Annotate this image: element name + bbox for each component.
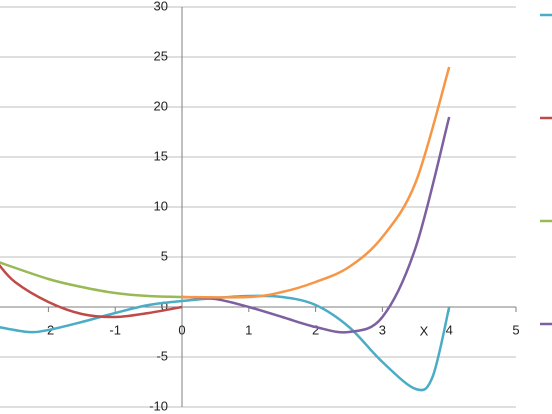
x-tick-label: 4 bbox=[446, 322, 453, 337]
x-tick-label: 3 bbox=[379, 322, 386, 337]
x-axis-title: X bbox=[420, 323, 429, 338]
series-line bbox=[0, 264, 183, 319]
x-tick-label: 5 bbox=[512, 322, 519, 337]
y-tick-label: 5 bbox=[161, 248, 168, 263]
y-tick-label: 0 bbox=[161, 298, 168, 313]
x-tick-label: -1 bbox=[109, 322, 121, 337]
series-line bbox=[181, 66, 451, 299]
y-tick-label: 15 bbox=[154, 148, 168, 163]
y-tick-label: 10 bbox=[154, 198, 168, 213]
x-tick-label: 1 bbox=[245, 322, 252, 337]
x-tick-label: 2 bbox=[312, 322, 319, 337]
y-tick-label: 30 bbox=[154, 0, 168, 13]
y-tick-label: -10 bbox=[149, 398, 168, 413]
y-tick-label: -5 bbox=[156, 348, 168, 363]
y-tick-label: 25 bbox=[154, 48, 168, 63]
y-tick-label: 20 bbox=[154, 98, 168, 113]
series-line bbox=[0, 261, 183, 299]
series-line bbox=[181, 116, 451, 334]
x-tick-label: 0 bbox=[178, 322, 185, 337]
